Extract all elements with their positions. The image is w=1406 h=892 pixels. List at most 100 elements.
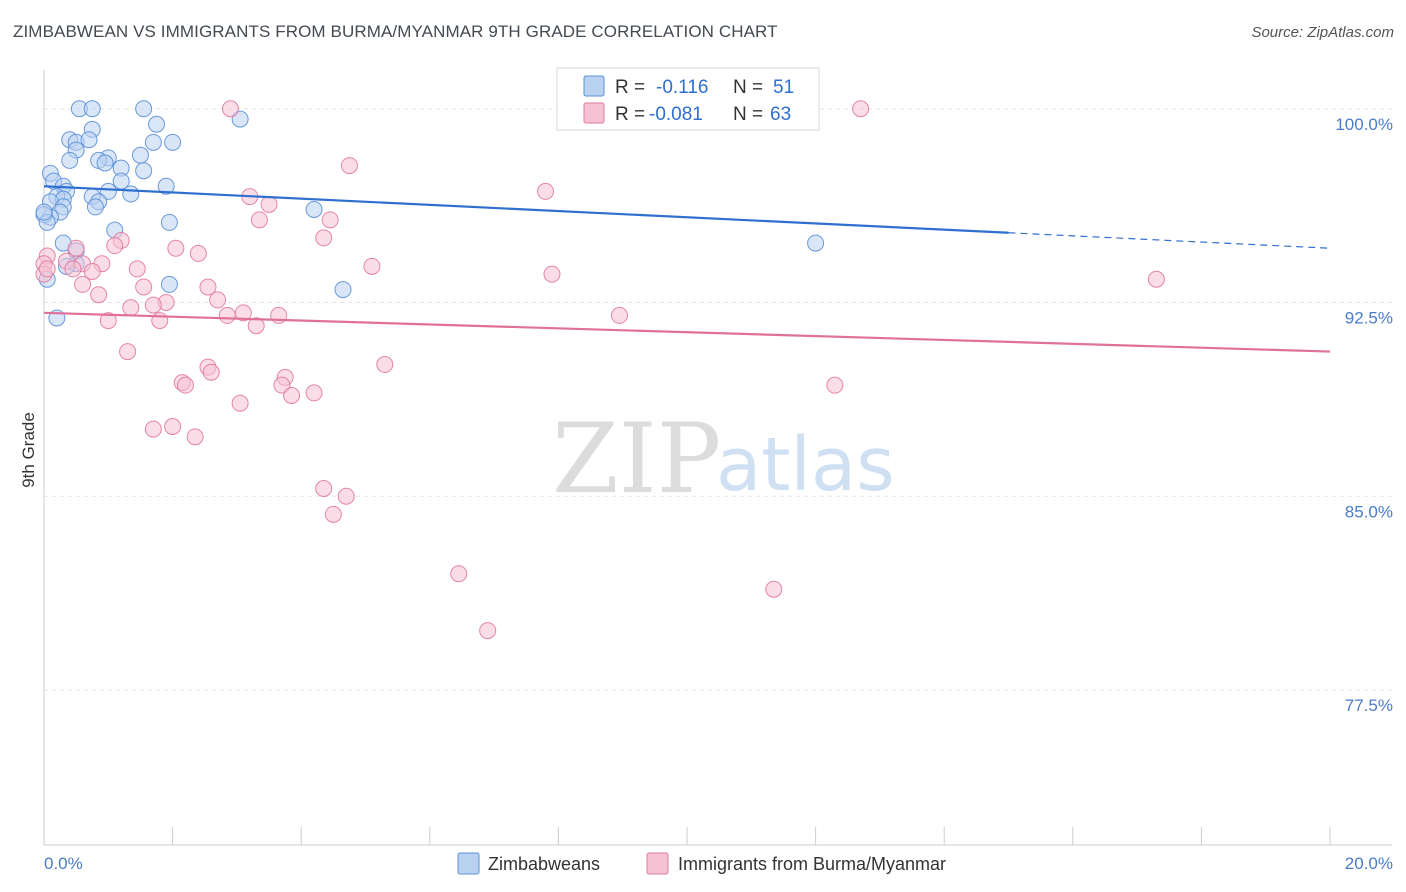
watermark-atlas: atlas — [716, 422, 895, 508]
y-tick-label: 85.0% — [1345, 502, 1393, 521]
point-burma — [765, 580, 783, 598]
point-zimbabweans — [135, 162, 153, 180]
point-burma — [340, 157, 358, 175]
point-zimbabweans — [157, 177, 175, 195]
legend-n-value-2: 63 — [770, 104, 791, 125]
y-tick-label: 100.0% — [1335, 115, 1393, 134]
point-burma — [250, 211, 268, 229]
chart-title: ZIMBABWEAN VS IMMIGRANTS FROM BURMA/MYAN… — [13, 22, 778, 41]
data-points — [35, 100, 1165, 640]
point-burma — [826, 376, 844, 394]
point-zimbabweans — [334, 281, 352, 299]
point-burma — [852, 100, 870, 118]
point-burma — [234, 304, 252, 322]
point-burma — [337, 487, 355, 505]
axes: 100.0% 92.5% 85.0% 77.5% 0.0% 20.0% — [43, 70, 1393, 873]
point-burma — [202, 363, 220, 381]
legend-n-label-1: N = — [733, 77, 763, 98]
correlation-legend: R = -0.116 N = 51 R = -0.081 N = 63 — [556, 67, 820, 131]
point-burma — [106, 237, 124, 255]
legend-r-value-1: -0.116 — [656, 77, 708, 98]
source-label: Source: ZipAtlas.com — [1251, 24, 1394, 41]
point-burma — [167, 239, 185, 257]
point-burma — [151, 312, 169, 330]
point-zimbabweans — [148, 115, 166, 133]
point-zimbabweans — [160, 275, 178, 293]
point-zimbabweans — [305, 201, 323, 218]
bottom-legend-label-burma: Immigrants from Burma/Myanmar — [678, 854, 946, 874]
legend-n-value-1: 51 — [773, 77, 794, 98]
legend-r-label-1: R = — [615, 77, 645, 98]
point-zimbabweans — [160, 213, 178, 231]
y-tick-label: 77.5% — [1345, 696, 1393, 715]
point-burma — [324, 505, 342, 523]
point-burma — [119, 343, 137, 361]
point-burma — [209, 291, 227, 309]
watermark-zip: ZIP — [552, 403, 721, 515]
point-zimbabweans — [86, 198, 104, 216]
point-zimbabweans — [35, 203, 53, 221]
point-zimbabweans — [80, 131, 98, 149]
point-burma — [479, 622, 497, 640]
point-burma — [610, 306, 628, 324]
x-tick-label-max: 20.0% — [1345, 854, 1393, 873]
point-burma — [128, 260, 146, 278]
bottom-legend-swatch-zimbabweans — [457, 852, 480, 875]
trend-line-zimbabweans — [43, 185, 1009, 234]
point-burma — [135, 278, 153, 296]
point-burma — [186, 428, 204, 446]
point-burma — [199, 278, 217, 296]
point-burma — [74, 275, 92, 293]
point-burma — [189, 244, 207, 262]
bottom-legend-label-zimbabweans: Zimbabweans — [488, 854, 600, 874]
point-burma — [450, 565, 468, 583]
point-burma — [38, 260, 56, 278]
point-burma — [64, 260, 82, 278]
trend-line-burma — [43, 311, 1331, 353]
legend-r-value-2: -0.081 — [649, 104, 703, 125]
trend-lines — [43, 185, 1331, 353]
point-burma — [144, 420, 162, 438]
point-burma — [543, 265, 561, 283]
point-burma — [231, 394, 249, 412]
point-burma — [315, 480, 333, 497]
point-burma — [363, 257, 381, 275]
point-burma — [122, 299, 140, 317]
legend-swatch-burma — [583, 102, 605, 124]
y-axis-title: 9th Grade — [19, 412, 38, 488]
point-burma — [164, 418, 182, 435]
point-burma — [376, 356, 394, 373]
point-burma — [90, 286, 108, 304]
point-zimbabweans — [96, 154, 114, 172]
point-burma — [221, 100, 239, 118]
point-burma — [99, 312, 117, 330]
point-burma — [247, 317, 265, 335]
point-zimbabweans — [61, 151, 79, 169]
point-burma — [537, 182, 555, 200]
watermark: ZIP atlas — [552, 403, 895, 515]
point-zimbabweans — [807, 234, 825, 252]
point-burma — [218, 306, 236, 324]
point-burma — [305, 384, 323, 402]
legend-swatch-zimbabweans — [583, 75, 605, 97]
point-burma — [176, 376, 194, 394]
point-burma — [144, 296, 162, 314]
point-zimbabweans — [164, 133, 182, 151]
legend-n-label-2: N = — [733, 104, 763, 125]
point-burma — [283, 387, 301, 404]
point-zimbabweans — [131, 146, 149, 164]
y-tick-label: 92.5% — [1345, 309, 1393, 328]
point-zimbabweans — [144, 133, 162, 151]
point-burma — [67, 239, 85, 257]
point-burma — [260, 195, 278, 213]
bottom-legend-swatch-burma — [646, 852, 669, 875]
legend-r-label-2: R = — [615, 104, 645, 125]
x-tick-label-min: 0.0% — [44, 854, 83, 873]
point-burma — [321, 211, 339, 229]
trend-extension-zimbabweans — [1008, 232, 1331, 249]
point-zimbabweans — [135, 100, 153, 118]
point-zimbabweans — [122, 185, 140, 203]
point-burma — [1147, 270, 1165, 288]
point-burma — [83, 263, 101, 280]
